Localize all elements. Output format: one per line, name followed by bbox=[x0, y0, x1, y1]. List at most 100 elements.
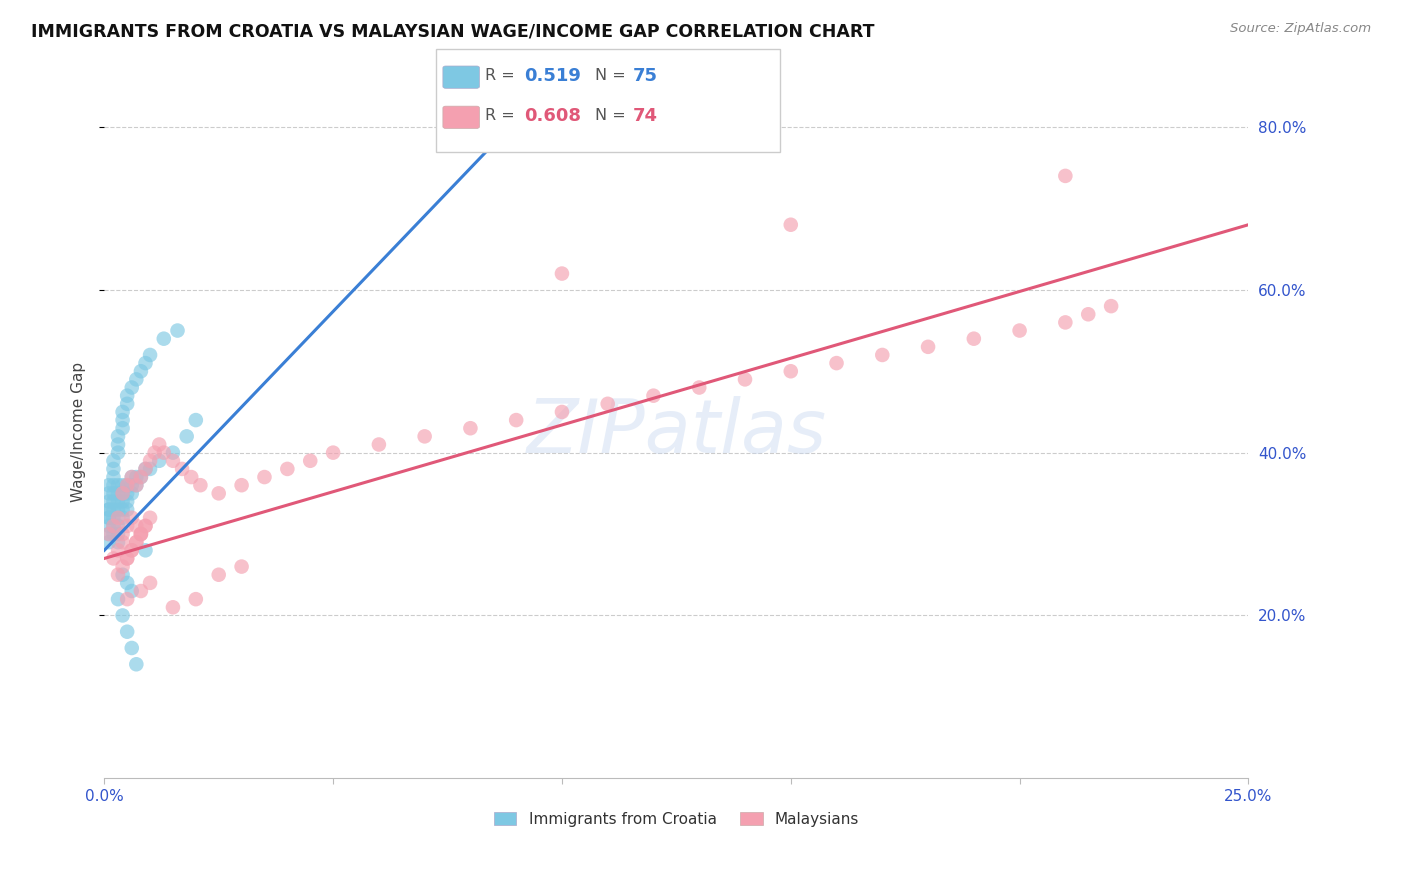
Immigrants from Croatia bbox=[107, 502, 129, 516]
Text: 74: 74 bbox=[633, 107, 658, 125]
Immigrants from Croatia bbox=[107, 478, 129, 492]
Immigrants from Croatia bbox=[107, 437, 129, 451]
Immigrants from Croatia bbox=[103, 462, 125, 476]
Immigrants from Croatia bbox=[103, 502, 125, 516]
Malaysians bbox=[125, 478, 148, 492]
Malaysians bbox=[115, 551, 138, 566]
Malaysians bbox=[111, 559, 134, 574]
Malaysians bbox=[143, 445, 166, 459]
Immigrants from Croatia bbox=[115, 494, 138, 508]
Malaysians bbox=[162, 454, 184, 468]
Malaysians bbox=[184, 592, 207, 607]
Immigrants from Croatia bbox=[97, 502, 120, 516]
Immigrants from Croatia bbox=[107, 535, 129, 549]
Malaysians bbox=[121, 543, 143, 558]
Immigrants from Croatia bbox=[103, 478, 125, 492]
Legend: Immigrants from Croatia, Malaysians: Immigrants from Croatia, Malaysians bbox=[488, 805, 865, 833]
Immigrants from Croatia bbox=[97, 535, 120, 549]
Y-axis label: Wage/Income Gap: Wage/Income Gap bbox=[72, 362, 86, 502]
Text: Source: ZipAtlas.com: Source: ZipAtlas.com bbox=[1230, 22, 1371, 36]
Malaysians bbox=[97, 527, 120, 541]
Text: N =: N = bbox=[595, 69, 631, 83]
Malaysians bbox=[125, 519, 148, 533]
Malaysians bbox=[111, 527, 134, 541]
Immigrants from Croatia bbox=[111, 405, 134, 419]
Malaysians bbox=[596, 397, 619, 411]
Immigrants from Croatia bbox=[121, 470, 143, 484]
Immigrants from Croatia bbox=[139, 348, 162, 362]
Immigrants from Croatia bbox=[97, 486, 120, 500]
Immigrants from Croatia bbox=[121, 478, 143, 492]
Malaysians bbox=[180, 470, 202, 484]
Immigrants from Croatia bbox=[152, 332, 174, 346]
Malaysians bbox=[917, 340, 939, 354]
Malaysians bbox=[734, 372, 756, 386]
Immigrants from Croatia bbox=[103, 486, 125, 500]
Immigrants from Croatia bbox=[515, 103, 537, 118]
Malaysians bbox=[103, 551, 125, 566]
Immigrants from Croatia bbox=[103, 527, 125, 541]
Immigrants from Croatia bbox=[97, 502, 120, 516]
Malaysians bbox=[115, 519, 138, 533]
Immigrants from Croatia bbox=[166, 324, 188, 338]
Malaysians bbox=[208, 567, 231, 582]
Immigrants from Croatia bbox=[111, 413, 134, 427]
Malaysians bbox=[162, 600, 184, 615]
Immigrants from Croatia bbox=[121, 584, 143, 599]
Immigrants from Croatia bbox=[111, 494, 134, 508]
Immigrants from Croatia bbox=[97, 478, 120, 492]
Immigrants from Croatia bbox=[134, 543, 156, 558]
Immigrants from Croatia bbox=[97, 527, 120, 541]
Malaysians bbox=[107, 543, 129, 558]
Malaysians bbox=[148, 437, 170, 451]
Immigrants from Croatia bbox=[111, 608, 134, 623]
Immigrants from Croatia bbox=[97, 519, 120, 533]
Malaysians bbox=[139, 454, 162, 468]
Immigrants from Croatia bbox=[129, 470, 152, 484]
Malaysians bbox=[134, 462, 156, 476]
Immigrants from Croatia bbox=[107, 494, 129, 508]
Immigrants from Croatia bbox=[176, 429, 198, 443]
Immigrants from Croatia bbox=[97, 510, 120, 524]
Malaysians bbox=[299, 454, 322, 468]
Text: N =: N = bbox=[595, 109, 631, 123]
Malaysians bbox=[1054, 315, 1077, 329]
Malaysians bbox=[413, 429, 436, 443]
Malaysians bbox=[129, 584, 152, 599]
Malaysians bbox=[115, 478, 138, 492]
Immigrants from Croatia bbox=[115, 624, 138, 639]
Immigrants from Croatia bbox=[103, 494, 125, 508]
Malaysians bbox=[688, 380, 710, 394]
Immigrants from Croatia bbox=[111, 567, 134, 582]
Immigrants from Croatia bbox=[103, 510, 125, 524]
Malaysians bbox=[111, 535, 134, 549]
Malaysians bbox=[129, 470, 152, 484]
Malaysians bbox=[208, 486, 231, 500]
Immigrants from Croatia bbox=[121, 380, 143, 394]
Immigrants from Croatia bbox=[129, 364, 152, 378]
Malaysians bbox=[551, 267, 574, 281]
Malaysians bbox=[779, 218, 801, 232]
Immigrants from Croatia bbox=[115, 389, 138, 403]
Malaysians bbox=[125, 535, 148, 549]
Malaysians bbox=[107, 510, 129, 524]
Immigrants from Croatia bbox=[162, 445, 184, 459]
Immigrants from Croatia bbox=[111, 478, 134, 492]
Text: ZIPatlas: ZIPatlas bbox=[526, 396, 827, 468]
Immigrants from Croatia bbox=[111, 510, 134, 524]
Text: R =: R = bbox=[485, 109, 520, 123]
Malaysians bbox=[643, 389, 665, 403]
Immigrants from Croatia bbox=[107, 429, 129, 443]
Malaysians bbox=[505, 413, 527, 427]
Malaysians bbox=[103, 519, 125, 533]
Malaysians bbox=[253, 470, 276, 484]
Immigrants from Croatia bbox=[103, 454, 125, 468]
Immigrants from Croatia bbox=[97, 510, 120, 524]
Immigrants from Croatia bbox=[107, 519, 129, 533]
Malaysians bbox=[231, 559, 253, 574]
Text: R =: R = bbox=[485, 69, 520, 83]
Malaysians bbox=[367, 437, 389, 451]
Immigrants from Croatia bbox=[103, 470, 125, 484]
Malaysians bbox=[276, 462, 298, 476]
Malaysians bbox=[322, 445, 344, 459]
